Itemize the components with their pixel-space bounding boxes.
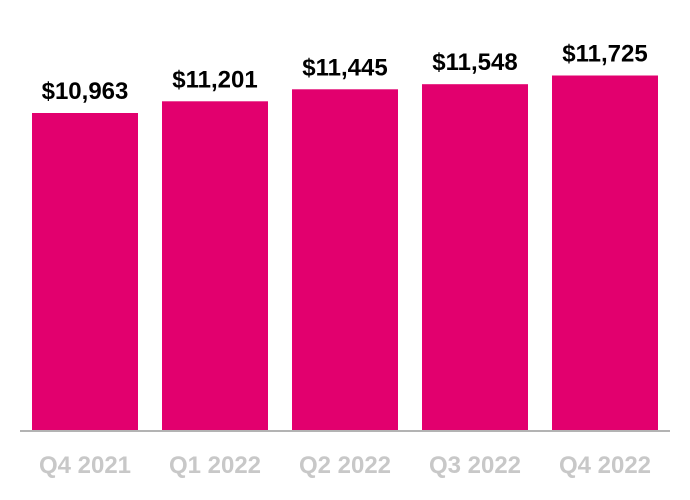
x-tick-label: Q4 2022 [559, 452, 651, 479]
bar-q3-2022 [422, 84, 528, 431]
bar-q1-2022 [162, 101, 268, 432]
value-label: $11,548 [432, 49, 517, 76]
value-label: $11,445 [302, 54, 387, 81]
value-label: $10,963 [42, 78, 129, 105]
value-labels-group: $10,963 $11,201 $11,445 $11,548 $11,725 [42, 41, 648, 106]
x-tick-labels-group: Q4 2021 Q1 2022 Q2 2022 Q3 2022 Q4 2022 [39, 452, 651, 479]
bar-q2-2022 [292, 89, 398, 432]
bar-q4-2021 [32, 113, 138, 431]
bars-group [32, 75, 658, 432]
bar-q4-2022 [552, 75, 658, 431]
value-label: $11,201 [172, 66, 257, 93]
x-tick-label: Q4 2021 [39, 452, 131, 479]
x-tick-label: Q1 2022 [169, 452, 261, 479]
x-tick-label: Q3 2022 [429, 452, 521, 479]
x-tick-label: Q2 2022 [299, 452, 391, 479]
value-label: $11,725 [562, 41, 647, 68]
